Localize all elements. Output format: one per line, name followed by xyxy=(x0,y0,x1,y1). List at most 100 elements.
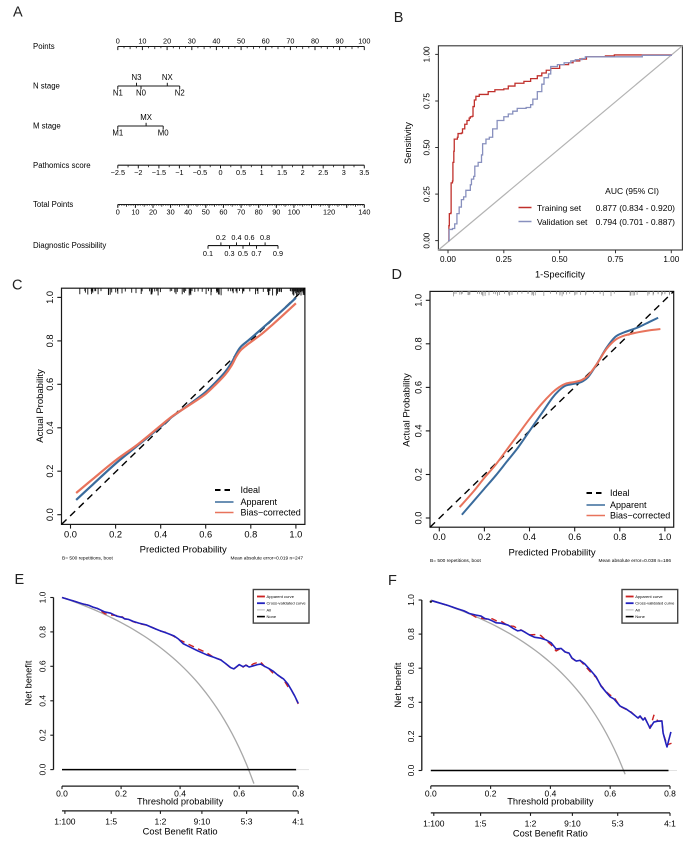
svg-text:0.2: 0.2 xyxy=(216,233,226,242)
svg-text:140: 140 xyxy=(358,208,370,217)
svg-text:120: 120 xyxy=(323,208,335,217)
svg-text:Cross-validated curve: Cross-validated curve xyxy=(267,601,307,606)
svg-text:Training set: Training set xyxy=(537,203,582,213)
svg-text:2: 2 xyxy=(301,168,305,177)
svg-text:40: 40 xyxy=(184,208,192,217)
svg-text:Predicted Probability: Predicted Probability xyxy=(140,545,227,556)
svg-text:0.8: 0.8 xyxy=(292,789,304,799)
svg-text:E: E xyxy=(15,572,25,588)
svg-text:0: 0 xyxy=(218,168,222,177)
svg-text:1.0: 1.0 xyxy=(658,532,671,542)
svg-text:B: B xyxy=(394,10,404,26)
svg-text:9:10: 9:10 xyxy=(194,817,211,827)
svg-text:Diagnostic Possibility: Diagnostic Possibility xyxy=(33,241,106,250)
svg-text:0.8: 0.8 xyxy=(613,532,626,542)
svg-text:Cost Benefit Ratio: Cost Benefit Ratio xyxy=(513,828,588,838)
svg-text:0.4: 0.4 xyxy=(231,233,241,242)
svg-text:0.2: 0.2 xyxy=(478,532,491,542)
svg-text:0.6: 0.6 xyxy=(604,789,616,799)
svg-text:Bias−corrected: Bias−corrected xyxy=(610,511,670,521)
svg-text:5:3: 5:3 xyxy=(241,817,253,827)
svg-text:0.2: 0.2 xyxy=(485,789,497,799)
svg-text:1-Specificity: 1-Specificity xyxy=(535,270,585,280)
svg-text:A: A xyxy=(13,5,23,21)
svg-text:70: 70 xyxy=(237,208,245,217)
svg-text:Apparent: Apparent xyxy=(241,497,278,507)
svg-text:0.4: 0.4 xyxy=(523,532,536,542)
svg-text:0.0: 0.0 xyxy=(64,529,77,539)
svg-text:2.5: 2.5 xyxy=(318,168,328,177)
svg-text:40: 40 xyxy=(212,36,220,45)
svg-text:0.2: 0.2 xyxy=(38,729,48,741)
svg-text:−0.5: −0.5 xyxy=(193,168,207,177)
svg-text:NX: NX xyxy=(162,73,174,82)
svg-text:None: None xyxy=(267,614,277,619)
svg-text:0.6: 0.6 xyxy=(38,660,48,672)
svg-text:0.00: 0.00 xyxy=(440,255,456,264)
svg-text:80: 80 xyxy=(311,36,319,45)
svg-text:1.5: 1.5 xyxy=(277,168,287,177)
svg-text:0.8: 0.8 xyxy=(38,626,48,638)
svg-text:0.7: 0.7 xyxy=(251,249,261,258)
svg-text:M0: M0 xyxy=(158,128,169,137)
svg-text:0.3: 0.3 xyxy=(224,249,234,258)
svg-text:M stage: M stage xyxy=(33,122,61,131)
svg-text:Threshold probability: Threshold probability xyxy=(507,796,594,806)
svg-text:1:2: 1:2 xyxy=(154,817,166,827)
svg-text:0: 0 xyxy=(116,36,120,45)
svg-text:0.4: 0.4 xyxy=(414,424,424,437)
svg-text:0.0: 0.0 xyxy=(406,764,416,776)
svg-text:4:1: 4:1 xyxy=(292,817,304,827)
svg-text:0.6: 0.6 xyxy=(45,378,55,391)
svg-text:Cost Benefit Ratio: Cost Benefit Ratio xyxy=(143,826,218,836)
svg-text:1.0: 1.0 xyxy=(414,294,424,307)
svg-text:0.8: 0.8 xyxy=(414,337,424,350)
svg-text:B= 500 repetitions, boot: B= 500 repetitions, boot xyxy=(62,556,113,562)
svg-text:−1.5: −1.5 xyxy=(152,168,166,177)
svg-text:1:100: 1:100 xyxy=(54,817,76,827)
svg-text:Apparent: Apparent xyxy=(610,500,647,510)
svg-text:N0: N0 xyxy=(136,88,147,97)
svg-text:Actual Probability: Actual Probability xyxy=(35,369,46,443)
svg-text:30: 30 xyxy=(188,36,196,45)
svg-text:0.0: 0.0 xyxy=(414,512,424,525)
svg-text:0.6: 0.6 xyxy=(568,532,581,542)
svg-text:0.75: 0.75 xyxy=(422,93,431,109)
svg-text:0.4: 0.4 xyxy=(174,789,186,799)
svg-text:0.794 (0.701 - 0.887): 0.794 (0.701 - 0.887) xyxy=(596,217,676,227)
svg-text:0.50: 0.50 xyxy=(552,255,568,264)
svg-text:C: C xyxy=(12,278,22,294)
svg-text:0.6: 0.6 xyxy=(406,662,416,674)
svg-text:1.00: 1.00 xyxy=(663,255,679,264)
svg-text:Net benefit: Net benefit xyxy=(393,662,403,707)
svg-text:N1: N1 xyxy=(113,88,123,97)
svg-text:Mean absolute error=0.019 n=24: Mean absolute error=0.019 n=247 xyxy=(230,556,303,562)
svg-text:1.0: 1.0 xyxy=(45,291,55,304)
svg-text:0.4: 0.4 xyxy=(406,696,416,708)
svg-text:80: 80 xyxy=(255,208,263,217)
svg-text:70: 70 xyxy=(286,36,294,45)
svg-text:50: 50 xyxy=(202,208,210,217)
svg-text:30: 30 xyxy=(167,208,175,217)
svg-text:20: 20 xyxy=(149,208,157,217)
svg-text:Apparent curve: Apparent curve xyxy=(635,594,663,599)
svg-text:Validation set: Validation set xyxy=(537,217,588,227)
svg-text:Threshold probability: Threshold probability xyxy=(137,796,224,806)
svg-text:0.877 (0.834 - 0.920): 0.877 (0.834 - 0.920) xyxy=(596,203,676,213)
svg-text:Apparent curve: Apparent curve xyxy=(267,594,295,599)
svg-text:0.0: 0.0 xyxy=(45,508,55,521)
svg-text:All: All xyxy=(267,607,272,612)
svg-text:0.6: 0.6 xyxy=(244,233,254,242)
svg-text:B= 500 repetitions, boot: B= 500 repetitions, boot xyxy=(430,558,481,564)
svg-text:1.00: 1.00 xyxy=(422,46,431,62)
svg-text:20: 20 xyxy=(163,36,171,45)
svg-text:5:3: 5:3 xyxy=(612,819,624,829)
svg-text:1: 1 xyxy=(260,168,264,177)
svg-text:Cross-validated curve: Cross-validated curve xyxy=(635,601,675,606)
svg-text:AUC (95% CI): AUC (95% CI) xyxy=(605,186,659,196)
svg-text:60: 60 xyxy=(262,36,270,45)
svg-text:N3: N3 xyxy=(132,73,142,82)
svg-text:0.5: 0.5 xyxy=(238,249,248,258)
svg-text:0.9: 0.9 xyxy=(273,249,283,258)
svg-text:0.2: 0.2 xyxy=(406,730,416,742)
